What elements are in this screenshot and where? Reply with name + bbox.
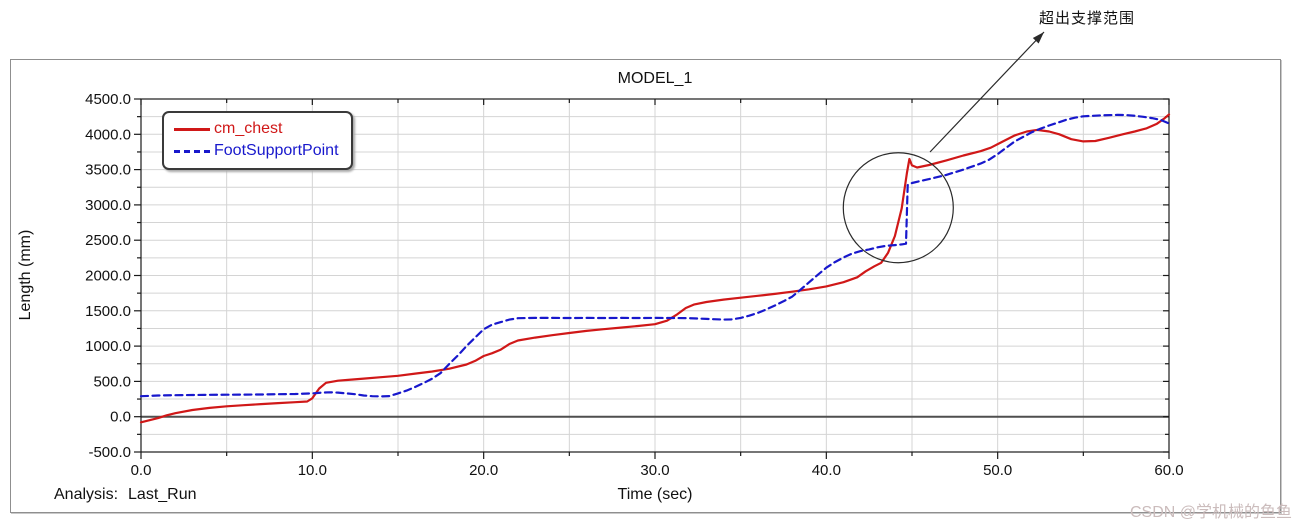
- svg-text:4500.0: 4500.0: [85, 91, 131, 108]
- svg-text:40.0: 40.0: [812, 462, 841, 479]
- svg-text:2000.0: 2000.0: [85, 268, 131, 285]
- legend-item-cm-chest: cm_chest: [174, 118, 339, 140]
- svg-text:2500.0: 2500.0: [85, 232, 131, 249]
- legend-item-footsupportpoint: FootSupportPoint: [174, 140, 339, 162]
- chart-title: MODEL_1: [617, 70, 693, 87]
- svg-text:3500.0: 3500.0: [85, 162, 131, 179]
- svg-text:0.0: 0.0: [131, 462, 152, 479]
- analysis-caption: Analysis: Last_Run: [54, 486, 197, 504]
- legend-box: cm_chest FootSupportPoint: [162, 111, 353, 170]
- analysis-label: Analysis:: [54, 486, 119, 503]
- watermark-text: CSDN @学机械的鱼鱼: [1129, 504, 1292, 521]
- svg-text:0.0: 0.0: [110, 409, 131, 426]
- svg-text:50.0: 50.0: [983, 462, 1012, 479]
- svg-text:3000.0: 3000.0: [85, 197, 131, 214]
- svg-text:60.0: 60.0: [1154, 462, 1183, 479]
- analysis-value: Last_Run: [128, 486, 197, 503]
- svg-text:1500.0: 1500.0: [85, 303, 131, 320]
- legend-label: cm_chest: [214, 120, 283, 137]
- svg-text:30.0: 30.0: [640, 462, 669, 479]
- red-solid-line-swatch: [174, 127, 210, 131]
- y-axis-label: Length (mm): [17, 229, 34, 321]
- annotation-text: 超出支撑范围: [1039, 10, 1136, 27]
- svg-text:500.0: 500.0: [93, 373, 131, 390]
- svg-text:-500.0: -500.0: [88, 444, 131, 461]
- svg-text:4000.0: 4000.0: [85, 126, 131, 143]
- legend-label: FootSupportPoint: [214, 142, 339, 159]
- blue-dashed-line-swatch: [174, 149, 210, 153]
- svg-text:1000.0: 1000.0: [85, 338, 131, 355]
- svg-text:10.0: 10.0: [298, 462, 327, 479]
- svg-text:20.0: 20.0: [469, 462, 498, 479]
- x-axis-label: Time (sec): [617, 486, 693, 503]
